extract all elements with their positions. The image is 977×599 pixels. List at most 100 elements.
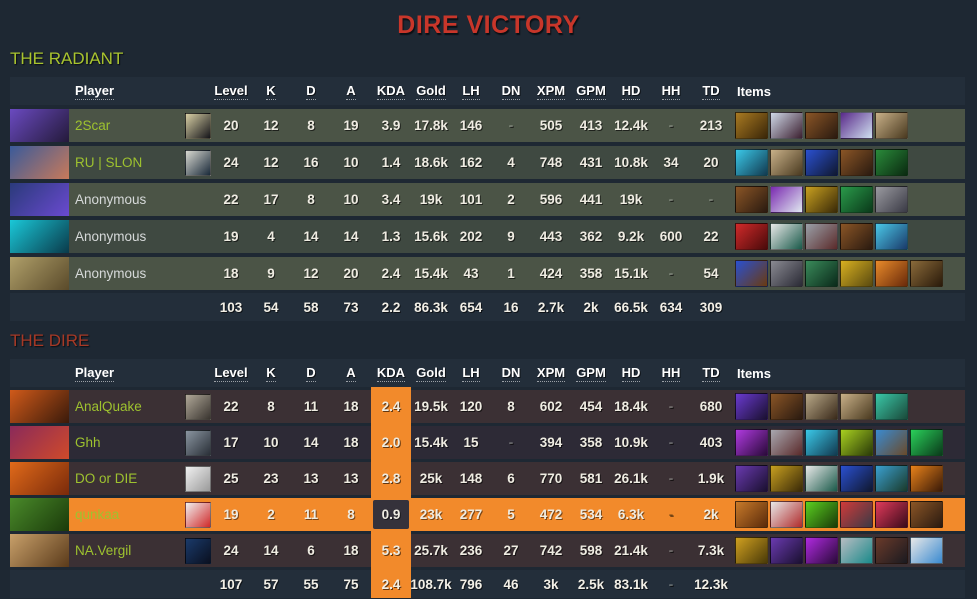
item-icon[interactable] — [770, 149, 803, 176]
col-header-lh[interactable]: LH — [451, 359, 491, 387]
col-header-hh[interactable]: HH — [651, 77, 691, 105]
item-icon[interactable] — [840, 260, 873, 287]
hero-portrait[interactable] — [10, 109, 69, 142]
hero-portrait[interactable] — [10, 462, 69, 495]
item-icon[interactable] — [805, 501, 838, 528]
col-header-d[interactable]: D — [291, 359, 331, 387]
item-icon[interactable] — [910, 429, 943, 456]
item-icon[interactable] — [840, 429, 873, 456]
item-icon[interactable] — [735, 465, 768, 492]
item-icon[interactable] — [840, 186, 873, 213]
col-header-hd[interactable]: HD — [611, 359, 651, 387]
col-header-gold[interactable]: Gold — [411, 77, 451, 105]
item-icon[interactable] — [910, 465, 943, 492]
item-icon[interactable] — [910, 501, 943, 528]
item-icon[interactable] — [875, 112, 908, 139]
item-icon[interactable] — [875, 260, 908, 287]
item-icon[interactable] — [805, 393, 838, 420]
player-name-link[interactable]: qunkaa — [75, 507, 120, 522]
hero-portrait[interactable] — [10, 390, 69, 423]
col-header-xpm[interactable]: XPM — [531, 359, 571, 387]
item-icon[interactable] — [805, 429, 838, 456]
col-header-gpm[interactable]: GPM — [571, 77, 611, 105]
col-header-level[interactable]: Level — [211, 77, 251, 105]
player-name-link[interactable]: AnalQuake — [75, 399, 142, 414]
col-header-kda[interactable]: KDA — [371, 77, 411, 105]
hero-portrait[interactable] — [10, 534, 69, 567]
item-icon[interactable] — [875, 429, 908, 456]
item-icon[interactable] — [805, 260, 838, 287]
item-icon[interactable] — [875, 149, 908, 176]
item-icon[interactable] — [805, 186, 838, 213]
item-icon[interactable] — [875, 186, 908, 213]
col-header-td[interactable]: TD — [691, 77, 731, 105]
item-icon[interactable] — [875, 393, 908, 420]
player-name-link[interactable]: NA.Vergil — [75, 543, 132, 558]
item-icon[interactable] — [840, 149, 873, 176]
col-header-k[interactable]: K — [251, 77, 291, 105]
hero-portrait[interactable] — [10, 220, 69, 253]
col-header-player[interactable]: Player — [75, 359, 185, 387]
item-icon[interactable] — [840, 465, 873, 492]
item-icon[interactable] — [805, 537, 838, 564]
item-icon[interactable] — [805, 112, 838, 139]
col-header-hh[interactable]: HH — [651, 359, 691, 387]
item-icon[interactable] — [735, 186, 768, 213]
col-header-hd[interactable]: HD — [611, 77, 651, 105]
item-icon[interactable] — [770, 223, 803, 250]
item-icon[interactable] — [875, 537, 908, 564]
item-icon[interactable] — [735, 429, 768, 456]
player-name-link[interactable]: Ghh — [75, 435, 101, 450]
col-header-dn[interactable]: DN — [491, 77, 531, 105]
item-icon[interactable] — [770, 501, 803, 528]
col-header-xpm[interactable]: XPM — [531, 77, 571, 105]
item-icon[interactable] — [735, 112, 768, 139]
hero-portrait[interactable] — [10, 426, 69, 459]
hero-portrait[interactable] — [10, 146, 69, 179]
col-header-lh[interactable]: LH — [451, 77, 491, 105]
col-header-k[interactable]: K — [251, 359, 291, 387]
item-icon[interactable] — [770, 465, 803, 492]
item-icon[interactable] — [770, 393, 803, 420]
col-header-level[interactable]: Level — [211, 359, 251, 387]
item-icon[interactable] — [840, 393, 873, 420]
hero-portrait[interactable] — [10, 257, 69, 290]
item-icon[interactable] — [840, 537, 873, 564]
item-icon[interactable] — [735, 501, 768, 528]
item-icon[interactable] — [875, 223, 908, 250]
col-header-a[interactable]: A — [331, 77, 371, 105]
item-icon[interactable] — [770, 537, 803, 564]
item-icon[interactable] — [875, 465, 908, 492]
col-header-player[interactable]: Player — [75, 77, 185, 105]
item-icon[interactable] — [770, 260, 803, 287]
col-header-dn[interactable]: DN — [491, 359, 531, 387]
item-icon[interactable] — [770, 112, 803, 139]
item-icon[interactable] — [805, 149, 838, 176]
item-icon[interactable] — [770, 429, 803, 456]
item-icon[interactable] — [875, 501, 908, 528]
col-header-gold[interactable]: Gold — [411, 359, 451, 387]
col-header-d[interactable]: D — [291, 77, 331, 105]
item-icon[interactable] — [840, 112, 873, 139]
item-icon[interactable] — [910, 260, 943, 287]
item-icon[interactable] — [735, 149, 768, 176]
col-header-kda[interactable]: KDA — [371, 359, 411, 387]
item-icon[interactable] — [840, 223, 873, 250]
player-name-link[interactable]: RU | SLON — [75, 155, 143, 170]
item-icon[interactable] — [735, 537, 768, 564]
item-icon[interactable] — [735, 393, 768, 420]
col-header-td[interactable]: TD — [691, 359, 731, 387]
item-icon[interactable] — [735, 223, 768, 250]
item-icon[interactable] — [910, 537, 943, 564]
col-header-a[interactable]: A — [331, 359, 371, 387]
col-header-gpm[interactable]: GPM — [571, 359, 611, 387]
hero-portrait[interactable] — [10, 183, 69, 216]
item-icon[interactable] — [805, 465, 838, 492]
item-icon[interactable] — [805, 223, 838, 250]
item-icon[interactable] — [770, 186, 803, 213]
item-icon[interactable] — [735, 260, 768, 287]
hero-portrait[interactable] — [10, 498, 69, 531]
player-name-link[interactable]: 2Scar — [75, 118, 111, 133]
item-icon[interactable] — [840, 501, 873, 528]
player-name-link[interactable]: DO or DIE — [75, 471, 138, 486]
